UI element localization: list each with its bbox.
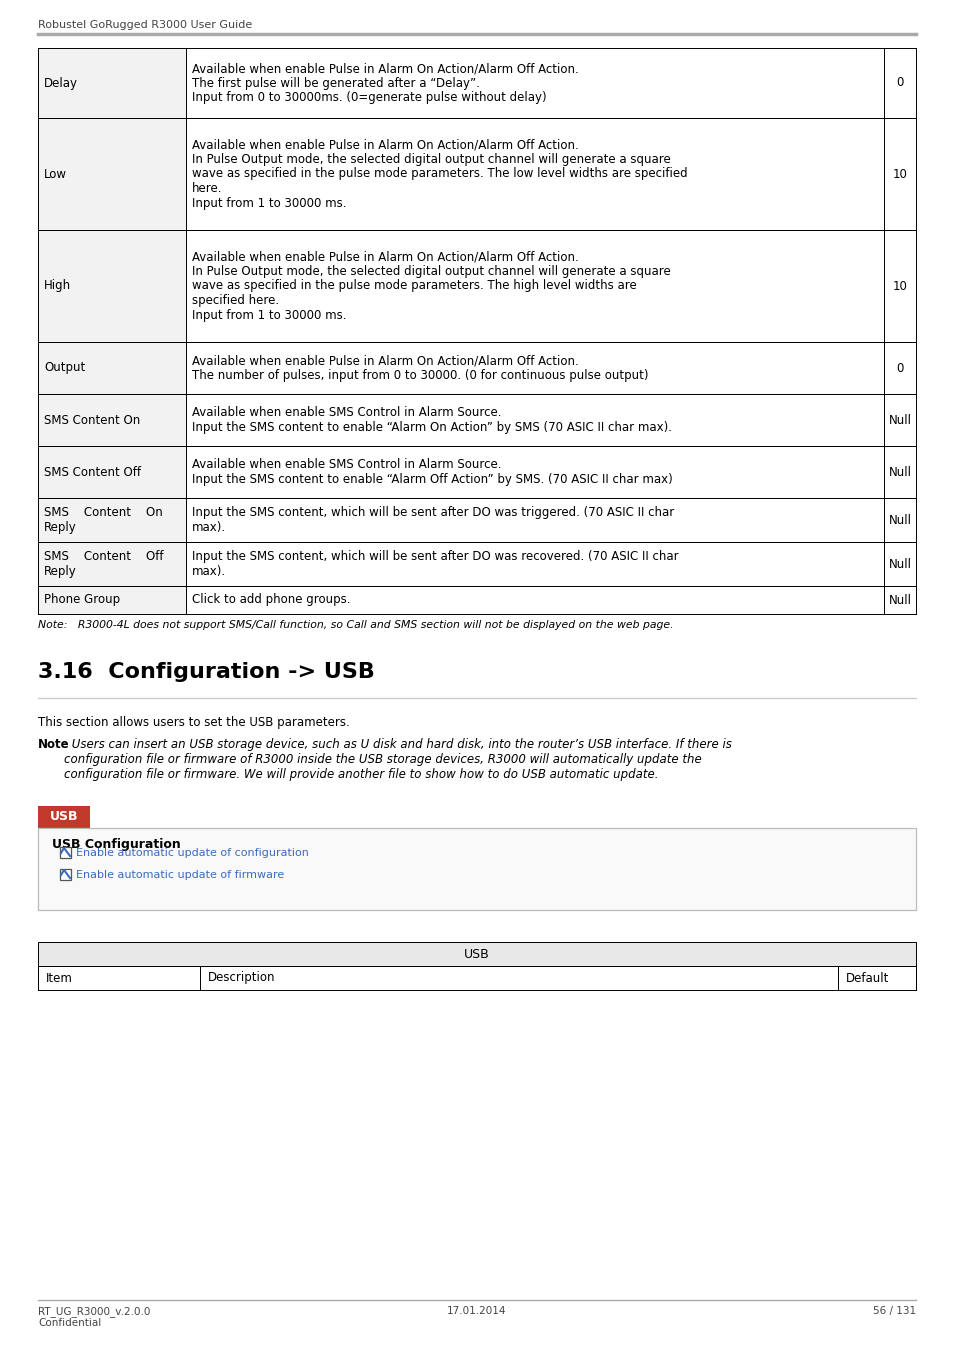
Text: Available when enable Pulse in Alarm On Action/Alarm Off Action.: Available when enable Pulse in Alarm On …: [192, 139, 578, 151]
Text: Robustel GoRugged R3000 User Guide: Robustel GoRugged R3000 User Guide: [38, 20, 252, 30]
Bar: [186, 446, 883, 498]
Text: wave as specified in the pulse mode parameters. The low level widths are specifi: wave as specified in the pulse mode para…: [192, 167, 687, 181]
Bar: [60, 846, 71, 859]
Text: max).: max).: [192, 521, 226, 533]
Text: 10: 10: [892, 279, 906, 293]
Text: USB: USB: [50, 810, 78, 824]
Text: SMS    Content    On
Reply: SMS Content On Reply: [44, 506, 163, 535]
Bar: [38, 806, 90, 828]
Bar: [186, 586, 883, 614]
Bar: [186, 49, 883, 117]
Text: here.: here.: [192, 182, 222, 194]
Bar: [38, 586, 186, 614]
Bar: [883, 586, 915, 614]
Text: Note:   R3000-4L does not support SMS/Call function, so Call and SMS section wil: Note: R3000-4L does not support SMS/Call…: [38, 620, 673, 630]
Bar: [38, 446, 186, 498]
Bar: [186, 230, 883, 342]
Text: Null: Null: [887, 558, 910, 571]
Text: Click to add phone groups.: Click to add phone groups.: [192, 594, 350, 606]
Bar: [38, 498, 186, 541]
Text: High: High: [44, 279, 71, 293]
Bar: [38, 942, 915, 967]
Bar: [883, 498, 915, 541]
Text: Delay: Delay: [44, 77, 78, 89]
Bar: [60, 869, 71, 880]
Bar: [186, 394, 883, 446]
Text: 0: 0: [896, 362, 902, 374]
Text: Null: Null: [887, 594, 910, 606]
Text: Available when enable Pulse in Alarm On Action/Alarm Off Action.: Available when enable Pulse in Alarm On …: [192, 354, 578, 367]
Bar: [38, 342, 186, 394]
Text: Available when enable Pulse in Alarm On Action/Alarm Off Action.: Available when enable Pulse in Alarm On …: [192, 62, 578, 76]
Text: Low: Low: [44, 167, 67, 181]
Text: The first pulse will be generated after a “Delay”.: The first pulse will be generated after …: [192, 77, 479, 89]
Text: Null: Null: [887, 513, 910, 526]
Text: Input from 0 to 30000ms. (0=generate pulse without delay): Input from 0 to 30000ms. (0=generate pul…: [192, 90, 546, 104]
Text: wave as specified in the pulse mode parameters. The high level widths are: wave as specified in the pulse mode para…: [192, 279, 636, 293]
Bar: [883, 49, 915, 117]
Text: USB Configuration: USB Configuration: [52, 838, 180, 850]
Text: In Pulse Output mode, the selected digital output channel will generate a square: In Pulse Output mode, the selected digit…: [192, 153, 670, 166]
Bar: [883, 230, 915, 342]
Bar: [38, 541, 186, 586]
Text: Output: Output: [44, 362, 85, 374]
Bar: [38, 230, 186, 342]
Text: Input the SMS content, which will be sent after DO was recovered. (70 ASIC II ch: Input the SMS content, which will be sen…: [192, 551, 678, 563]
Text: Item: Item: [46, 972, 72, 984]
Text: Input from 1 to 30000 ms.: Input from 1 to 30000 ms.: [192, 309, 346, 321]
Bar: [186, 498, 883, 541]
Text: Input the SMS content to enable “Alarm Off Action” by SMS. (70 ASIC II char max): Input the SMS content to enable “Alarm O…: [192, 472, 672, 486]
Text: : Users can insert an USB storage device, such as U disk and hard disk, into the: : Users can insert an USB storage device…: [64, 738, 731, 782]
Text: 3.16  Configuration -> USB: 3.16 Configuration -> USB: [38, 662, 375, 682]
Text: Confidential: Confidential: [38, 1318, 101, 1328]
Text: In Pulse Output mode, the selected digital output channel will generate a square: In Pulse Output mode, the selected digit…: [192, 265, 670, 278]
Text: Default: Default: [845, 972, 888, 984]
Text: The number of pulses, input from 0 to 30000. (0 for continuous pulse output): The number of pulses, input from 0 to 30…: [192, 369, 648, 382]
Bar: [186, 342, 883, 394]
Text: Available when enable Pulse in Alarm On Action/Alarm Off Action.: Available when enable Pulse in Alarm On …: [192, 251, 578, 263]
Bar: [38, 394, 186, 446]
Text: USB: USB: [464, 948, 489, 960]
Text: Description: Description: [208, 972, 275, 984]
Text: 56 / 131: 56 / 131: [872, 1305, 915, 1316]
Bar: [883, 394, 915, 446]
Text: Phone Group: Phone Group: [44, 594, 120, 606]
Text: Note: Note: [38, 738, 70, 751]
Text: 10: 10: [892, 167, 906, 181]
Bar: [38, 49, 186, 117]
Text: max).: max).: [192, 564, 226, 578]
Text: Null: Null: [887, 413, 910, 427]
Text: SMS Content Off: SMS Content Off: [44, 466, 141, 478]
Text: Enable automatic update of configuration: Enable automatic update of configuration: [76, 848, 309, 857]
Text: Input the SMS content to enable “Alarm On Action” by SMS (70 ASIC II char max).: Input the SMS content to enable “Alarm O…: [192, 421, 671, 433]
Bar: [38, 828, 915, 910]
Text: Enable automatic update of firmware: Enable automatic update of firmware: [76, 869, 284, 879]
Text: 0: 0: [896, 77, 902, 89]
Text: Available when enable SMS Control in Alarm Source.: Available when enable SMS Control in Ala…: [192, 458, 501, 471]
Text: RT_UG_R3000_v.2.0.0: RT_UG_R3000_v.2.0.0: [38, 1305, 151, 1316]
Text: This section allows users to set the USB parameters.: This section allows users to set the USB…: [38, 716, 350, 729]
Bar: [883, 446, 915, 498]
Text: SMS    Content    Off
Reply: SMS Content Off Reply: [44, 549, 163, 578]
Text: 17.01.2014: 17.01.2014: [447, 1305, 506, 1316]
Bar: [186, 117, 883, 230]
Bar: [38, 117, 186, 230]
Bar: [186, 541, 883, 586]
Bar: [883, 117, 915, 230]
Text: Input the SMS content, which will be sent after DO was triggered. (70 ASIC II ch: Input the SMS content, which will be sen…: [192, 506, 674, 520]
Text: Available when enable SMS Control in Alarm Source.: Available when enable SMS Control in Ala…: [192, 406, 501, 420]
Text: Input from 1 to 30000 ms.: Input from 1 to 30000 ms.: [192, 197, 346, 209]
Text: specified here.: specified here.: [192, 294, 279, 306]
Text: Null: Null: [887, 466, 910, 478]
Bar: [38, 967, 915, 990]
Bar: [883, 342, 915, 394]
Text: SMS Content On: SMS Content On: [44, 413, 140, 427]
Bar: [883, 541, 915, 586]
